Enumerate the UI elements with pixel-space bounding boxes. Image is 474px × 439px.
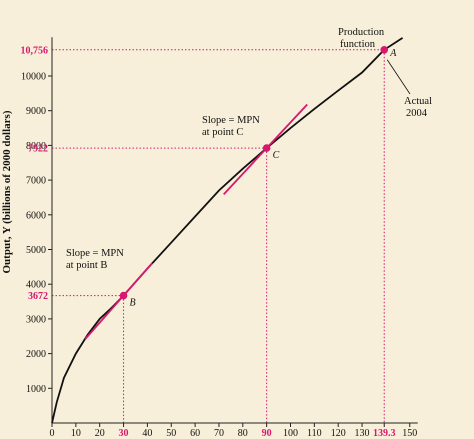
actual-2004-label-line2: 2004 bbox=[406, 108, 428, 119]
x-tick-label: 130 bbox=[355, 428, 370, 439]
x-tick-label: 80 bbox=[238, 428, 248, 439]
point-b bbox=[119, 291, 128, 300]
y-tick-label: 9000 bbox=[26, 106, 46, 117]
y-tick-label: 1000 bbox=[26, 384, 46, 395]
y-tick-label: 8000 bbox=[26, 141, 46, 152]
point-label-b: B bbox=[130, 298, 136, 309]
x-tick-label: 70 bbox=[214, 428, 224, 439]
y-tick-label: 4000 bbox=[26, 280, 46, 291]
y-tick-label: 7000 bbox=[26, 176, 46, 187]
y-value-label-c: 7922 bbox=[28, 144, 48, 155]
point-label-a: A bbox=[389, 48, 397, 59]
production-function-label: Production bbox=[338, 27, 385, 38]
point-label-c: C bbox=[273, 150, 280, 161]
slope-b-label: Slope = MPN bbox=[66, 248, 124, 259]
y-axis-label: Output, Y (billions of 2000 dollars) bbox=[1, 110, 13, 273]
y-tick-label: 10000 bbox=[21, 72, 46, 83]
y-tick-label: 2000 bbox=[26, 349, 46, 360]
production-function-label-line2: function bbox=[340, 39, 376, 50]
y-value-label-a: 10,756 bbox=[21, 45, 49, 56]
actual-2004-label: Actual bbox=[404, 96, 432, 107]
slope-b-label-line2: at point B bbox=[66, 260, 107, 271]
x-tick-label: 50 bbox=[166, 428, 176, 439]
production-function-curve bbox=[51, 37, 404, 424]
x-tick-label: 20 bbox=[95, 428, 105, 439]
y-tick-label: 6000 bbox=[26, 210, 46, 221]
y-tick-label: 3000 bbox=[26, 314, 46, 325]
x-tick-label: 10 bbox=[71, 428, 81, 439]
point-a bbox=[380, 45, 389, 54]
x-tick-label: 100 bbox=[283, 428, 298, 439]
x-tick-label: 110 bbox=[307, 428, 322, 439]
slope-c-label-line2: at point C bbox=[202, 127, 243, 138]
y-tick-label: 5000 bbox=[26, 245, 46, 256]
x-tick-label: 120 bbox=[331, 428, 346, 439]
x-tick-label: 139.3 bbox=[373, 428, 396, 439]
y-value-label-b: 3672 bbox=[28, 291, 48, 302]
point-c bbox=[262, 144, 271, 152]
actual-2004-leader bbox=[386, 59, 411, 95]
x-tick-label: 40 bbox=[142, 428, 152, 439]
tangent-line-b bbox=[84, 262, 153, 340]
x-tick-label: 90 bbox=[262, 428, 272, 439]
x-tick-label: 150 bbox=[402, 428, 417, 439]
x-tick-label: 0 bbox=[50, 428, 55, 439]
slope-c-label: Slope = MPN bbox=[202, 115, 260, 126]
x-tick-label: 30 bbox=[119, 428, 129, 439]
x-tick-label: 60 bbox=[190, 428, 200, 439]
